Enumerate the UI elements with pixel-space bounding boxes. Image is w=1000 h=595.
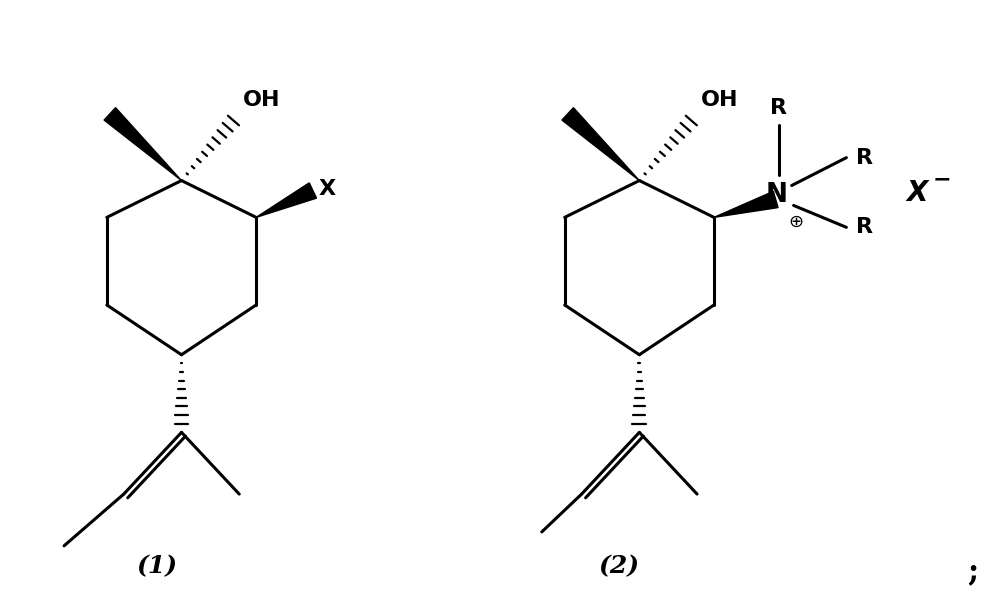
Text: X: X bbox=[319, 178, 336, 199]
Text: (2): (2) bbox=[599, 554, 640, 578]
Polygon shape bbox=[714, 192, 778, 217]
Text: N: N bbox=[766, 183, 788, 208]
Polygon shape bbox=[562, 108, 639, 180]
Text: OH: OH bbox=[243, 90, 281, 110]
Text: X: X bbox=[906, 180, 928, 208]
Polygon shape bbox=[104, 108, 181, 180]
Text: −: − bbox=[933, 170, 951, 190]
Text: R: R bbox=[856, 148, 873, 168]
Text: OH: OH bbox=[701, 90, 739, 110]
Text: R: R bbox=[770, 98, 787, 118]
Text: ;: ; bbox=[967, 556, 978, 587]
Polygon shape bbox=[256, 183, 316, 217]
Text: ⊕: ⊕ bbox=[788, 212, 803, 230]
Text: (1): (1) bbox=[136, 554, 177, 578]
Text: R: R bbox=[856, 217, 873, 237]
